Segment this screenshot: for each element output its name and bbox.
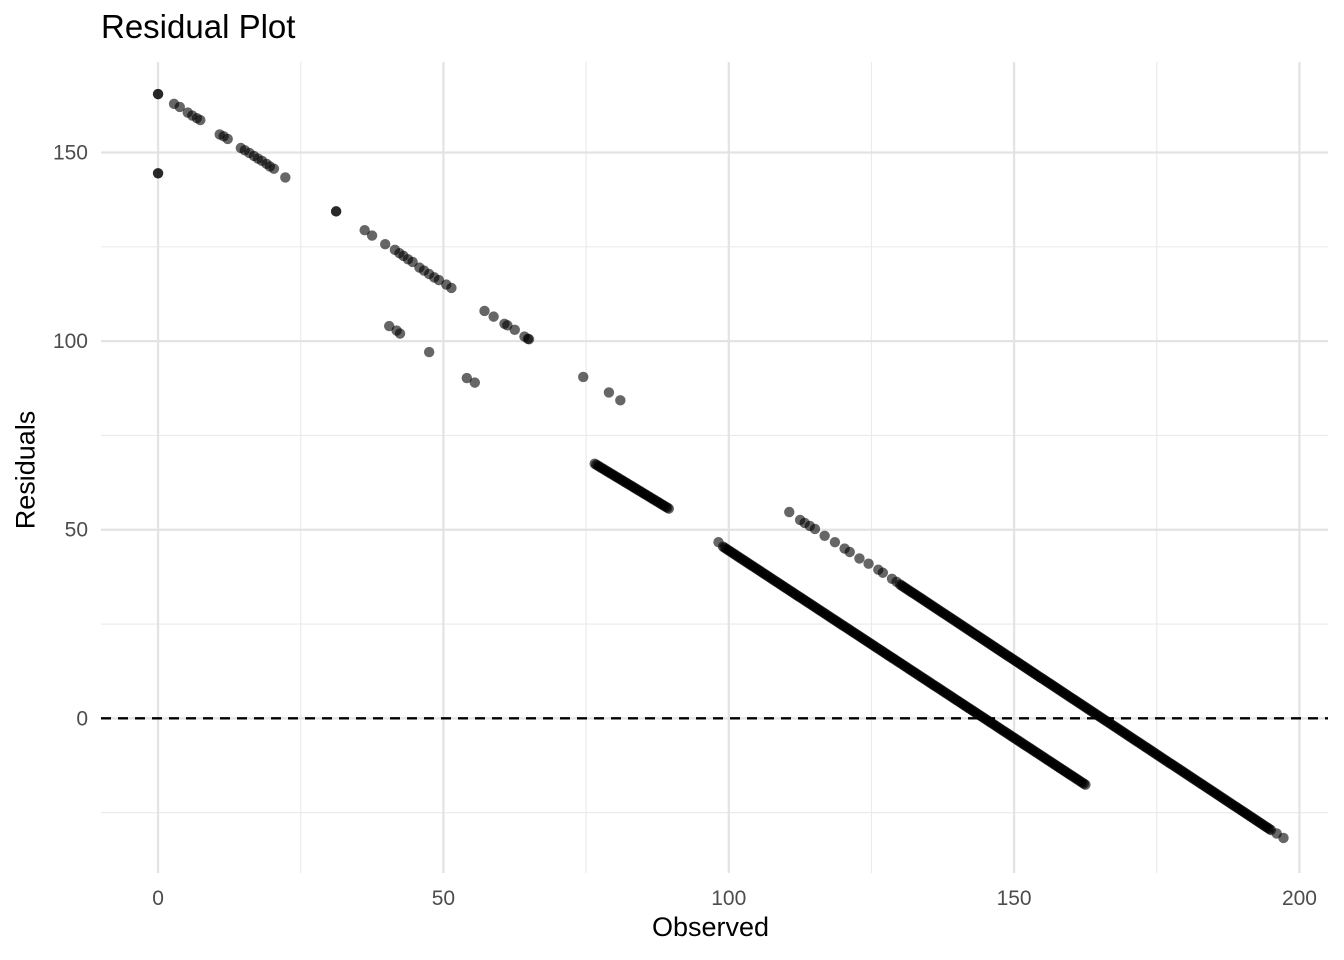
x-tick-label: 50 xyxy=(432,887,455,910)
data-point xyxy=(195,114,206,126)
y-tick-label: 150 xyxy=(53,142,88,165)
data-point xyxy=(469,377,481,388)
y-tick-label: 100 xyxy=(53,330,88,353)
data-point xyxy=(479,305,490,317)
data-point xyxy=(407,256,418,268)
data-point xyxy=(603,387,615,398)
data-point xyxy=(359,225,370,236)
data-point xyxy=(488,311,499,322)
data-point xyxy=(446,282,457,294)
data-point xyxy=(809,523,821,535)
chart-title: Residual Plot xyxy=(101,8,296,45)
data-point xyxy=(423,346,435,358)
dense-data-point xyxy=(663,503,675,514)
y-axis-label: Residuals xyxy=(10,410,41,530)
data-point xyxy=(268,163,280,174)
data-point xyxy=(461,372,473,384)
data-point xyxy=(152,88,164,100)
data-point xyxy=(854,553,865,564)
data-point xyxy=(877,567,889,578)
dense-data-point xyxy=(1080,779,1091,790)
data-point xyxy=(829,536,841,548)
data-point xyxy=(152,168,164,179)
x-tick-label: 200 xyxy=(1282,887,1317,910)
x-tick-label: 0 xyxy=(152,887,164,910)
data-point xyxy=(366,230,378,241)
x-tick-label: 150 xyxy=(997,887,1032,910)
data-point xyxy=(819,530,830,541)
data-point xyxy=(222,133,233,145)
x-tick-label: 100 xyxy=(711,887,746,910)
dense-data-point xyxy=(1265,824,1277,836)
data-point xyxy=(578,371,589,383)
data-point xyxy=(863,558,874,569)
data-point xyxy=(394,328,406,339)
x-axis-label: Observed xyxy=(652,912,770,942)
data-point xyxy=(784,506,795,518)
data-point xyxy=(174,101,185,113)
data-point xyxy=(380,238,391,250)
y-tick-label: 50 xyxy=(65,519,88,542)
data-point xyxy=(523,334,535,345)
data-point xyxy=(509,324,520,336)
data-point xyxy=(615,395,626,406)
data-point xyxy=(330,206,342,217)
y-tick-label: 0 xyxy=(76,707,88,730)
data-point xyxy=(280,172,291,183)
data-point xyxy=(844,546,855,558)
